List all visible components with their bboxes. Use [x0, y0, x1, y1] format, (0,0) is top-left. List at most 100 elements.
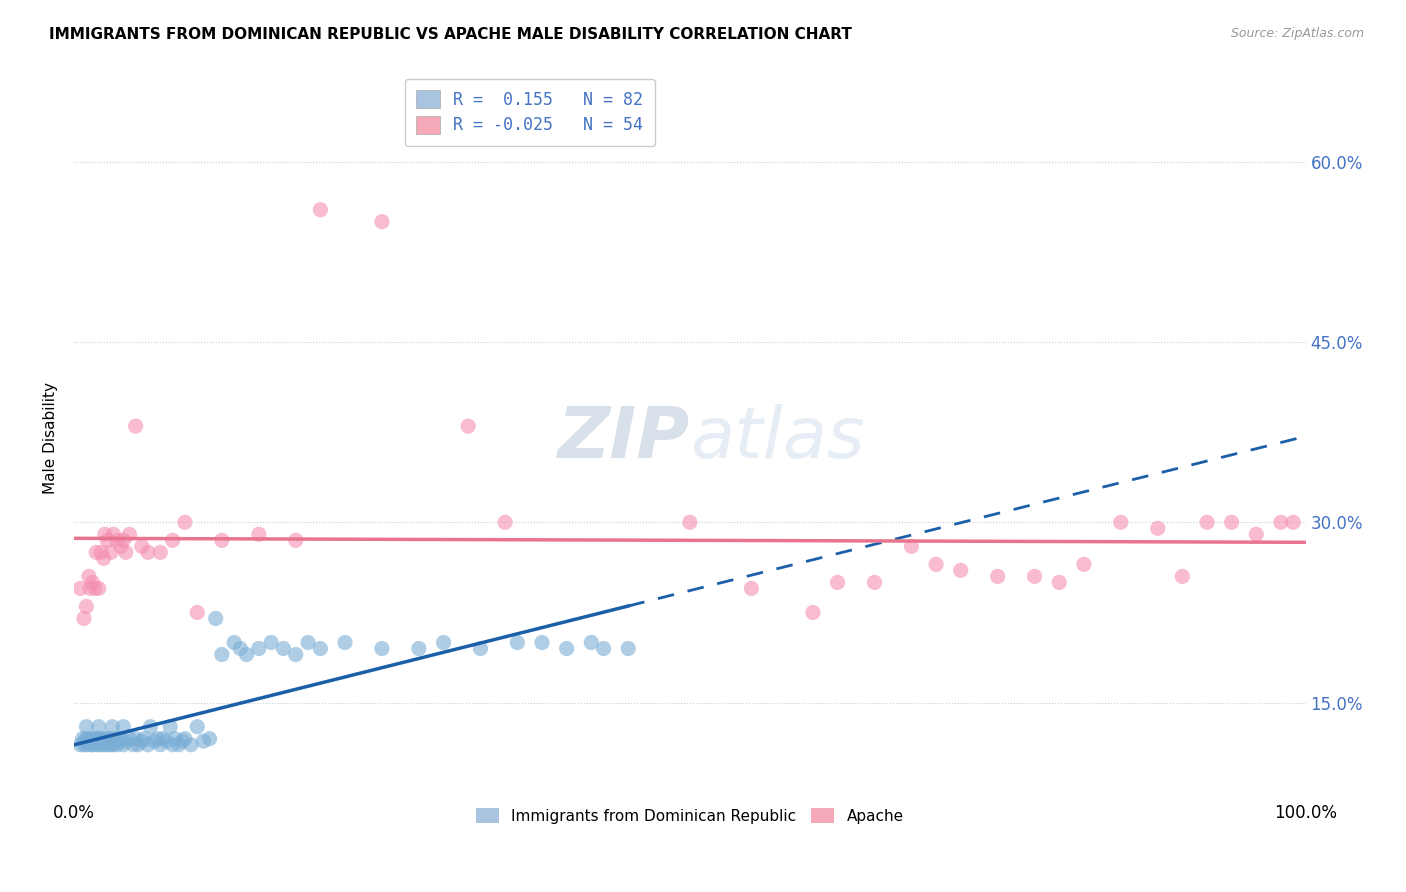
Point — [112, 533, 135, 548]
Point — [90, 731, 112, 746]
Point — [96, 731, 118, 746]
Point — [96, 533, 118, 548]
Point — [617, 641, 640, 656]
Point — [531, 635, 554, 649]
Point — [801, 606, 824, 620]
Point — [555, 641, 578, 656]
Point — [69, 738, 91, 752]
Point — [94, 734, 117, 748]
Point — [204, 611, 226, 625]
Text: IMMIGRANTS FROM DOMINICAN REPUBLIC VS APACHE MALE DISABILITY CORRELATION CHART: IMMIGRANTS FROM DOMINICAN REPUBLIC VS AP… — [49, 27, 852, 42]
Point — [247, 641, 270, 656]
Point — [273, 641, 295, 656]
Point — [1270, 516, 1292, 530]
Point — [82, 738, 104, 752]
Point — [260, 635, 283, 649]
Point — [90, 545, 112, 559]
Point — [186, 606, 208, 620]
Point — [79, 731, 101, 746]
Point — [100, 545, 122, 559]
Point — [284, 648, 307, 662]
Point — [949, 563, 972, 577]
Point — [470, 641, 492, 656]
Point — [104, 731, 127, 746]
Point — [1171, 569, 1194, 583]
Legend: Immigrants from Dominican Republic, Apache: Immigrants from Dominican Republic, Apac… — [465, 797, 914, 835]
Point — [75, 720, 97, 734]
Point — [229, 641, 252, 656]
Point — [73, 738, 96, 752]
Point — [679, 516, 702, 530]
Point — [309, 202, 332, 217]
Point — [100, 738, 122, 752]
Point — [149, 545, 172, 559]
Point — [105, 533, 128, 548]
Point — [162, 738, 184, 752]
Point — [193, 734, 215, 748]
Point — [82, 731, 104, 746]
Point — [494, 516, 516, 530]
Point — [333, 635, 356, 649]
Point — [143, 734, 166, 748]
Point — [77, 734, 100, 748]
Point — [155, 734, 177, 748]
Point — [79, 582, 101, 596]
Point — [371, 215, 394, 229]
Point — [110, 539, 132, 553]
Point — [103, 527, 125, 541]
Point — [80, 738, 103, 752]
Point — [309, 641, 332, 656]
Point — [1146, 521, 1168, 535]
Point — [118, 731, 141, 746]
Point — [162, 533, 184, 548]
Point — [114, 545, 136, 559]
Point — [94, 731, 117, 746]
Point — [863, 575, 886, 590]
Point — [149, 738, 172, 752]
Text: ZIP: ZIP — [558, 404, 690, 473]
Point — [198, 731, 221, 746]
Point — [77, 569, 100, 583]
Point — [827, 575, 849, 590]
Point — [103, 738, 125, 752]
Point — [167, 738, 190, 752]
Point — [75, 734, 97, 748]
Point — [159, 720, 181, 734]
Point — [457, 419, 479, 434]
Point — [112, 720, 135, 734]
Point — [94, 738, 117, 752]
Point — [75, 731, 97, 746]
Point — [211, 648, 233, 662]
Point — [91, 738, 114, 752]
Point — [172, 734, 194, 748]
Text: atlas: atlas — [690, 404, 865, 473]
Point — [87, 582, 110, 596]
Point — [592, 641, 614, 656]
Y-axis label: Male Disability: Male Disability — [44, 382, 58, 494]
Point — [1282, 516, 1305, 530]
Point — [1220, 516, 1243, 530]
Point — [87, 720, 110, 734]
Point — [1195, 516, 1218, 530]
Point — [506, 635, 529, 649]
Point — [101, 720, 124, 734]
Point — [131, 734, 153, 748]
Point — [139, 720, 162, 734]
Point — [114, 734, 136, 748]
Point — [93, 551, 115, 566]
Point — [581, 635, 603, 649]
Point — [186, 720, 208, 734]
Point — [297, 635, 319, 649]
Point — [408, 641, 430, 656]
Point — [247, 527, 270, 541]
Point — [87, 738, 110, 752]
Point — [224, 635, 246, 649]
Point — [83, 734, 105, 748]
Point — [107, 734, 129, 748]
Point — [72, 731, 94, 746]
Point — [134, 731, 156, 746]
Point — [211, 533, 233, 548]
Point — [136, 545, 159, 559]
Point — [84, 582, 107, 596]
Point — [371, 641, 394, 656]
